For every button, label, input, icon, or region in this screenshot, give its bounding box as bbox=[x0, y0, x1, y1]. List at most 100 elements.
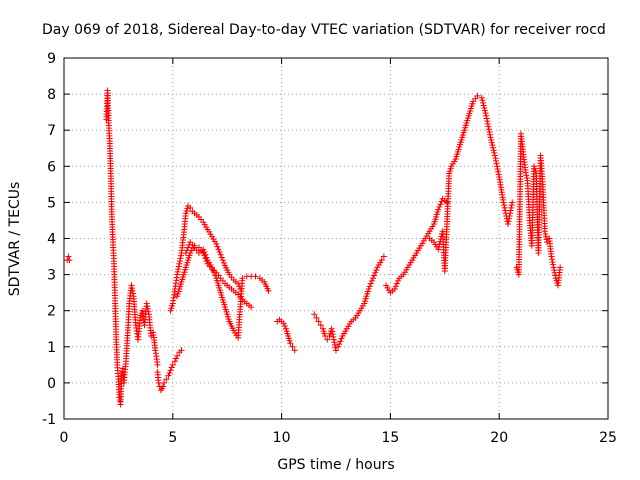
data-point bbox=[175, 263, 182, 270]
data-point bbox=[542, 230, 549, 237]
data-point bbox=[542, 233, 549, 240]
data-point bbox=[176, 260, 183, 267]
data-point bbox=[330, 336, 337, 343]
data-point bbox=[215, 246, 222, 253]
data-point bbox=[500, 199, 507, 206]
data-point bbox=[494, 166, 501, 173]
data-point bbox=[491, 149, 498, 156]
data-point bbox=[144, 305, 151, 312]
data-point bbox=[485, 123, 492, 130]
data-point bbox=[218, 254, 225, 261]
data-point bbox=[392, 283, 399, 290]
data-point bbox=[65, 253, 72, 260]
data-point bbox=[378, 257, 385, 264]
y-tick-label: 8 bbox=[47, 87, 56, 103]
data-point bbox=[550, 264, 557, 271]
data-point bbox=[437, 201, 444, 208]
data-point bbox=[210, 267, 217, 274]
data-point bbox=[435, 206, 442, 213]
data-point bbox=[129, 285, 135, 292]
data-point bbox=[489, 144, 496, 151]
data-point bbox=[280, 320, 287, 327]
data-point bbox=[485, 126, 492, 133]
data-point bbox=[480, 99, 487, 106]
y-tick-label: 0 bbox=[47, 376, 56, 392]
data-point bbox=[130, 290, 137, 297]
data-point bbox=[391, 286, 398, 293]
x-tick-label: 15 bbox=[381, 430, 399, 446]
data-point bbox=[507, 210, 514, 217]
data-point bbox=[311, 311, 318, 318]
data-point bbox=[548, 256, 555, 263]
data-point bbox=[395, 277, 402, 284]
data-point bbox=[371, 272, 378, 279]
data-point bbox=[490, 147, 497, 154]
data-point bbox=[484, 118, 491, 125]
data-point bbox=[201, 249, 208, 256]
data-point bbox=[177, 252, 184, 259]
data-point bbox=[173, 355, 180, 362]
data-point bbox=[548, 253, 555, 260]
data-point bbox=[505, 215, 512, 222]
data-point bbox=[265, 287, 272, 294]
data-point bbox=[508, 204, 515, 211]
data-point bbox=[214, 243, 221, 250]
data-point bbox=[219, 257, 226, 264]
data-point bbox=[483, 112, 490, 119]
data-point bbox=[486, 129, 493, 136]
data-point bbox=[216, 249, 223, 256]
data-point bbox=[177, 255, 184, 262]
x-axis-title: GPS time / hours bbox=[277, 457, 394, 473]
data-point bbox=[487, 134, 494, 141]
data-point bbox=[174, 352, 181, 359]
data-point bbox=[155, 379, 162, 386]
data-point bbox=[483, 115, 490, 122]
data-point bbox=[174, 268, 181, 275]
data-point bbox=[501, 204, 508, 211]
data-point bbox=[495, 168, 502, 175]
data-point bbox=[380, 253, 387, 260]
data-point bbox=[508, 202, 515, 209]
data-point bbox=[333, 347, 339, 354]
data-point bbox=[315, 318, 322, 325]
data-point bbox=[168, 364, 175, 371]
y-tick-label: 4 bbox=[47, 232, 56, 248]
data-point bbox=[291, 347, 298, 354]
data-point bbox=[505, 218, 512, 225]
data-point bbox=[435, 246, 442, 253]
data-point bbox=[549, 258, 556, 265]
data-point bbox=[436, 203, 443, 210]
data-point bbox=[492, 157, 499, 164]
data-point bbox=[66, 257, 73, 264]
data-point bbox=[372, 269, 379, 276]
data-point bbox=[324, 336, 331, 343]
data-point bbox=[501, 202, 508, 209]
grid bbox=[64, 58, 608, 419]
data-point bbox=[329, 328, 336, 335]
data-point bbox=[185, 244, 192, 251]
data-point bbox=[213, 240, 220, 247]
data-point bbox=[543, 236, 550, 243]
data-point bbox=[182, 249, 189, 256]
y-tick-label: 1 bbox=[47, 340, 56, 356]
data-point bbox=[481, 105, 488, 112]
data-point bbox=[495, 171, 502, 178]
data-point bbox=[479, 97, 486, 104]
data-point bbox=[522, 166, 529, 173]
x-tick-label: 20 bbox=[490, 430, 508, 446]
data-point bbox=[491, 152, 498, 159]
data-point bbox=[211, 269, 218, 276]
data-point bbox=[143, 300, 150, 307]
data-point bbox=[373, 267, 380, 274]
data-point bbox=[252, 273, 259, 280]
data-point bbox=[145, 308, 152, 315]
data-point bbox=[335, 343, 342, 350]
data-point bbox=[165, 372, 172, 379]
x-tick-label: 5 bbox=[168, 430, 177, 446]
data-point bbox=[484, 120, 491, 127]
data-point bbox=[480, 102, 487, 109]
data-point bbox=[368, 277, 375, 284]
data-point bbox=[202, 251, 209, 258]
data-point bbox=[330, 333, 337, 340]
data-point bbox=[183, 247, 190, 254]
